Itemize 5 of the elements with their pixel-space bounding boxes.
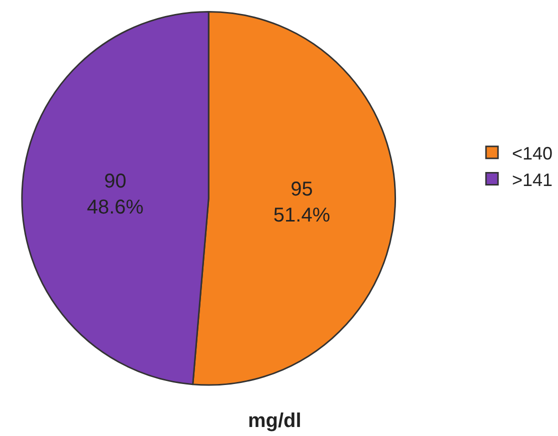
data-label: 95 51.4% bbox=[273, 178, 330, 226]
legend-label: <140 bbox=[512, 143, 553, 164]
legend-label: >141 bbox=[512, 170, 553, 190]
text: mg/dl bbox=[248, 410, 302, 432]
data-label: 90 48.6% bbox=[86, 170, 144, 218]
